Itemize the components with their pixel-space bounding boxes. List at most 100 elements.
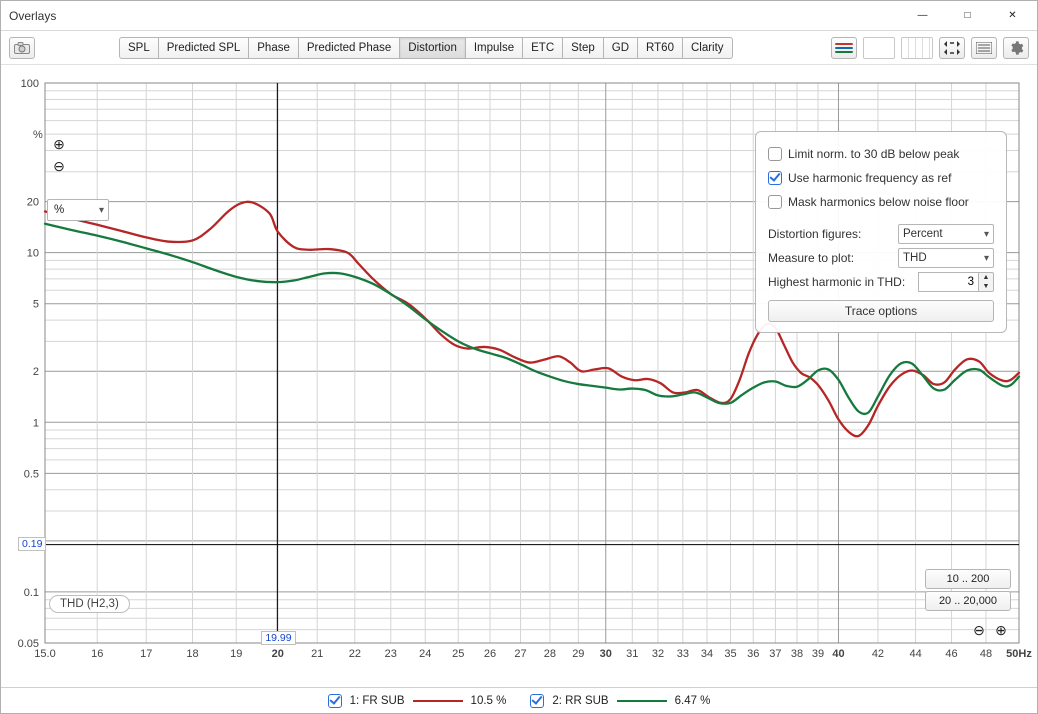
mask-noise-label: Mask harmonics below noise floor xyxy=(788,195,969,209)
svg-text:28: 28 xyxy=(544,648,556,660)
trace-options-button[interactable]: Trace options xyxy=(768,300,994,322)
vertical-zoom: ⊕ ⊖ xyxy=(49,135,69,175)
limit-norm-row[interactable]: Limit norm. to 30 dB below peak xyxy=(768,142,994,166)
svg-text:48: 48 xyxy=(980,648,992,660)
svg-text:34: 34 xyxy=(701,648,713,660)
gear-icon xyxy=(1008,40,1024,56)
svg-text:1: 1 xyxy=(33,417,39,429)
svg-text:0.5: 0.5 xyxy=(24,468,39,480)
legend-item-0[interactable]: 1: FR SUB 10.5 % xyxy=(328,694,507,708)
svg-text:42: 42 xyxy=(872,648,884,660)
svg-text:32: 32 xyxy=(652,648,664,660)
highest-spinner[interactable]: ▲▼ xyxy=(918,272,994,292)
tab-clarity[interactable]: Clarity xyxy=(682,37,733,59)
limit-norm-label: Limit norm. to 30 dB below peak xyxy=(788,147,959,161)
dist-fig-select[interactable]: Percent xyxy=(898,224,994,244)
svg-text:20: 20 xyxy=(272,648,284,660)
unit-select[interactable]: % xyxy=(47,199,109,221)
zoom-out-y[interactable]: ⊖ xyxy=(49,157,69,175)
limit-norm-check[interactable] xyxy=(768,147,782,161)
cursor-y-label: 0.19 xyxy=(18,537,46,551)
svg-text:30: 30 xyxy=(600,648,612,660)
svg-text:36: 36 xyxy=(747,648,759,660)
title-bar: Overlays — □ ✕ xyxy=(1,1,1037,31)
columns-slot[interactable] xyxy=(901,37,933,59)
list-button[interactable] xyxy=(971,37,997,59)
camera-icon xyxy=(14,42,30,54)
svg-text:2: 2 xyxy=(33,366,39,378)
legend-value-1: 6.47 % xyxy=(675,695,711,707)
mask-noise-row[interactable]: Mask harmonics below noise floor xyxy=(768,190,994,214)
harmonic-ref-check[interactable] xyxy=(768,171,782,185)
legend-value-0: 10.5 % xyxy=(471,695,507,707)
range-buttons: 10 .. 200 20 .. 20,000 xyxy=(925,569,1011,611)
svg-text:26: 26 xyxy=(484,648,496,660)
settings-button[interactable] xyxy=(1003,37,1029,59)
range-20-20000[interactable]: 20 .. 20,000 xyxy=(925,591,1011,611)
svg-text:46: 46 xyxy=(945,648,957,660)
zoom-out-x[interactable]: ⊖ xyxy=(969,621,989,639)
arrows-icon xyxy=(943,40,961,56)
svg-text:5: 5 xyxy=(33,299,39,311)
highest-spin-btns[interactable]: ▲▼ xyxy=(978,272,994,292)
empty-slot[interactable] xyxy=(863,37,895,59)
svg-text:0.1: 0.1 xyxy=(24,587,39,599)
window-controls: — □ ✕ xyxy=(900,1,1035,30)
tab-phase[interactable]: Phase xyxy=(248,37,298,59)
minimize-button[interactable]: — xyxy=(900,1,945,30)
range-10-200[interactable]: 10 .. 200 xyxy=(925,569,1011,589)
measure-select[interactable]: THD xyxy=(898,248,994,268)
svg-text:18: 18 xyxy=(186,648,198,660)
tab-predicted-phase[interactable]: Predicted Phase xyxy=(298,37,399,59)
svg-text:24: 24 xyxy=(419,648,431,660)
horizontal-zoom: ⊖ ⊕ xyxy=(969,621,1011,639)
svg-text:10: 10 xyxy=(27,248,39,260)
tab-step[interactable]: Step xyxy=(562,37,603,59)
legend-check-1[interactable] xyxy=(530,694,544,708)
dist-fig-label: Distortion figures: xyxy=(768,227,861,241)
tab-gd[interactable]: GD xyxy=(603,37,637,59)
svg-text:50Hz: 50Hz xyxy=(1006,648,1032,660)
legend-item-1[interactable]: 2: RR SUB 6.47 % xyxy=(530,694,710,708)
svg-text:25: 25 xyxy=(452,648,464,660)
mask-noise-check[interactable] xyxy=(768,195,782,209)
svg-text:31: 31 xyxy=(626,648,638,660)
legend: 1: FR SUB 10.5 % 2: RR SUB 6.47 % xyxy=(1,687,1037,713)
arrows-button[interactable] xyxy=(939,37,965,59)
svg-text:19: 19 xyxy=(230,648,242,660)
svg-text:17: 17 xyxy=(140,648,152,660)
zoom-in-y[interactable]: ⊕ xyxy=(49,135,69,153)
highest-input[interactable] xyxy=(918,272,978,292)
tab-distortion[interactable]: Distortion xyxy=(399,37,465,59)
tab-spl[interactable]: SPL xyxy=(119,37,158,59)
legend-line-1 xyxy=(617,700,667,702)
maximize-button[interactable]: □ xyxy=(945,1,990,30)
harmonic-ref-label: Use harmonic frequency as ref xyxy=(788,171,951,185)
svg-text:39: 39 xyxy=(812,648,824,660)
capture-button[interactable] xyxy=(9,37,35,59)
overlay-toggle-button[interactable] xyxy=(831,37,857,59)
svg-text:37: 37 xyxy=(769,648,781,660)
dist-fig-row: Distortion figures: Percent xyxy=(768,222,994,246)
svg-text:40: 40 xyxy=(832,648,844,660)
svg-text:23: 23 xyxy=(385,648,397,660)
close-button[interactable]: ✕ xyxy=(990,1,1035,30)
svg-text:15.0: 15.0 xyxy=(34,648,55,660)
y-unit-label: % xyxy=(33,129,43,141)
zoom-in-x[interactable]: ⊕ xyxy=(991,621,1011,639)
tab-rt60[interactable]: RT60 xyxy=(637,37,682,59)
svg-text:33: 33 xyxy=(677,648,689,660)
unit-select-value: % xyxy=(54,204,64,216)
tab-predicted-spl[interactable]: Predicted SPL xyxy=(158,37,249,59)
list-icon xyxy=(976,42,992,54)
measure-label: Measure to plot: xyxy=(768,251,854,265)
highest-row: Highest harmonic in THD: ▲▼ xyxy=(768,270,994,294)
cursor-x-label: 19.99 xyxy=(261,631,295,645)
tab-etc[interactable]: ETC xyxy=(522,37,562,59)
legend-check-0[interactable] xyxy=(328,694,342,708)
harmonic-ref-row[interactable]: Use harmonic frequency as ref xyxy=(768,166,994,190)
tab-impulse[interactable]: Impulse xyxy=(465,37,522,59)
svg-text:20: 20 xyxy=(27,197,39,209)
legend-name-1: 2: RR SUB xyxy=(552,695,608,707)
legend-line-0 xyxy=(413,700,463,702)
